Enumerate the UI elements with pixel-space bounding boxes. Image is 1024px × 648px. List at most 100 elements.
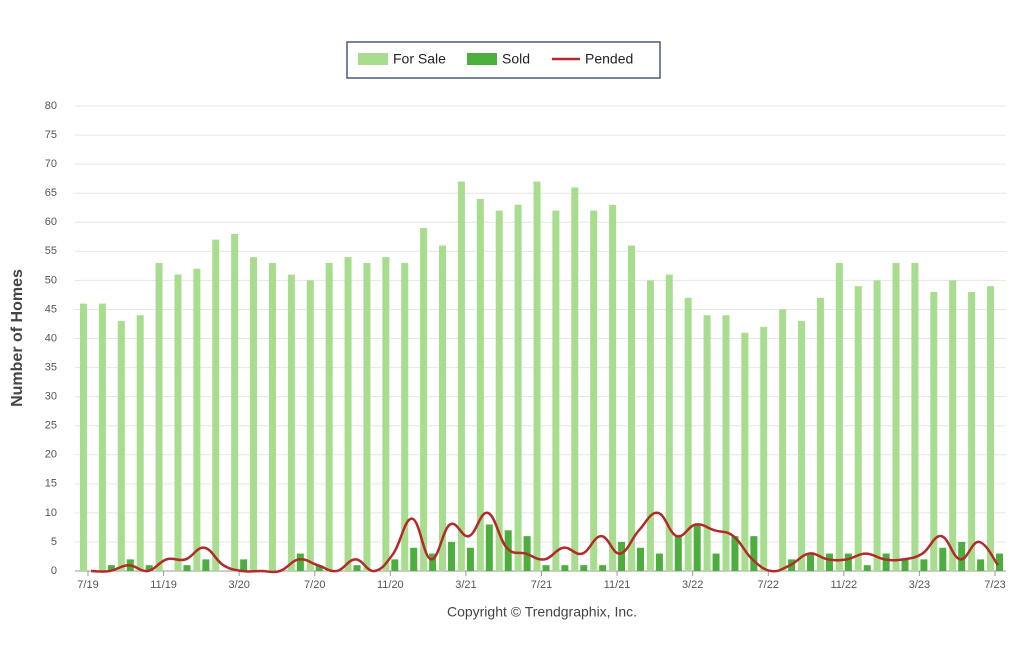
bar (174, 274, 182, 571)
bar (514, 204, 522, 571)
bar (145, 565, 153, 571)
bar (306, 280, 314, 571)
bar (363, 262, 371, 571)
bar (315, 565, 323, 571)
x-tick-label: 3/20 (228, 579, 249, 591)
bar (618, 541, 626, 571)
y-tick-label: 50 (45, 274, 57, 286)
bar (901, 559, 909, 571)
footer: Copyright © Trendgraphix, Inc. (447, 604, 637, 620)
y-tick-label: 80 (45, 100, 57, 112)
legend-swatch (358, 53, 388, 65)
bar (98, 303, 106, 571)
bar (807, 553, 815, 571)
x-tick-label: 3/21 (455, 579, 476, 591)
bar (212, 239, 220, 571)
bar (552, 210, 560, 571)
bar (977, 559, 985, 571)
y-tick-label: 65 (45, 187, 57, 199)
x-tick-label: 7/21 (531, 579, 552, 591)
bar (590, 210, 598, 571)
legend-label: For Sale (393, 51, 446, 67)
bar (561, 565, 569, 571)
bar (996, 553, 1003, 571)
bar (287, 274, 295, 571)
bar (183, 565, 191, 571)
bar (760, 326, 768, 571)
bar (495, 210, 503, 571)
bar (949, 280, 957, 571)
bar (968, 292, 976, 571)
bar (798, 321, 806, 571)
bar (609, 204, 617, 571)
bar (250, 257, 258, 571)
bar (485, 524, 493, 571)
bar (627, 245, 635, 571)
bar (476, 199, 484, 571)
y-tick-label: 40 (45, 332, 57, 344)
y-tick-label: 5 (51, 536, 57, 548)
bar (731, 536, 739, 571)
y-tick-label: 15 (45, 478, 57, 490)
y-tick-label: 25 (45, 420, 57, 432)
bar (646, 280, 654, 571)
bar (873, 280, 881, 571)
y-tick-label: 45 (45, 303, 57, 315)
x-tick-label: 7/22 (758, 579, 779, 591)
bar (958, 541, 966, 571)
bar (825, 553, 833, 571)
bar (117, 321, 125, 571)
bar (382, 257, 390, 571)
y-axis-label: Number of Homes (9, 269, 26, 407)
bar (193, 268, 201, 571)
bar (863, 565, 871, 571)
y-tick-label: 75 (45, 129, 57, 141)
bar (741, 332, 749, 571)
bar (665, 274, 673, 571)
bar (750, 536, 758, 571)
bar (920, 559, 928, 571)
bar (439, 245, 447, 571)
bar (693, 524, 701, 571)
line (90, 511, 1000, 574)
bar (911, 262, 919, 571)
x-tick-label: 11/22 (830, 579, 857, 591)
bar (202, 559, 210, 571)
x-tick-label: 7/20 (304, 579, 325, 591)
bar (401, 262, 409, 571)
legend-swatch (467, 53, 497, 65)
x-tick-label: 11/21 (604, 579, 631, 591)
x-tick-label: 7/19 (77, 579, 98, 591)
bar (391, 559, 399, 571)
legend: For Sale Sold Pended (346, 41, 661, 79)
bar (684, 297, 692, 571)
x-tick-label: 11/19 (150, 579, 177, 591)
bar (882, 553, 890, 571)
y-tick-label: 10 (45, 507, 57, 519)
bar (457, 181, 465, 571)
bar (448, 541, 456, 571)
bar (136, 315, 144, 571)
x-tick-label: 3/22 (682, 579, 703, 591)
bar (542, 565, 550, 571)
y-tick-label: 60 (45, 216, 57, 228)
bar (703, 315, 711, 571)
y-tick-label: 30 (45, 391, 57, 403)
bar (987, 286, 994, 571)
bar (816, 297, 824, 571)
legend-label: Sold (502, 51, 530, 67)
bar (296, 553, 304, 571)
x-tick-label: 11/20 (377, 579, 404, 591)
bar (420, 228, 428, 571)
bar (240, 559, 248, 571)
bar (466, 547, 474, 571)
bar (80, 303, 87, 571)
bar (571, 187, 579, 571)
bar (835, 262, 843, 571)
bar (325, 262, 333, 571)
y-tick-label: 35 (45, 361, 57, 373)
bar (533, 181, 541, 571)
legend-box (346, 41, 661, 79)
bar (779, 309, 787, 571)
